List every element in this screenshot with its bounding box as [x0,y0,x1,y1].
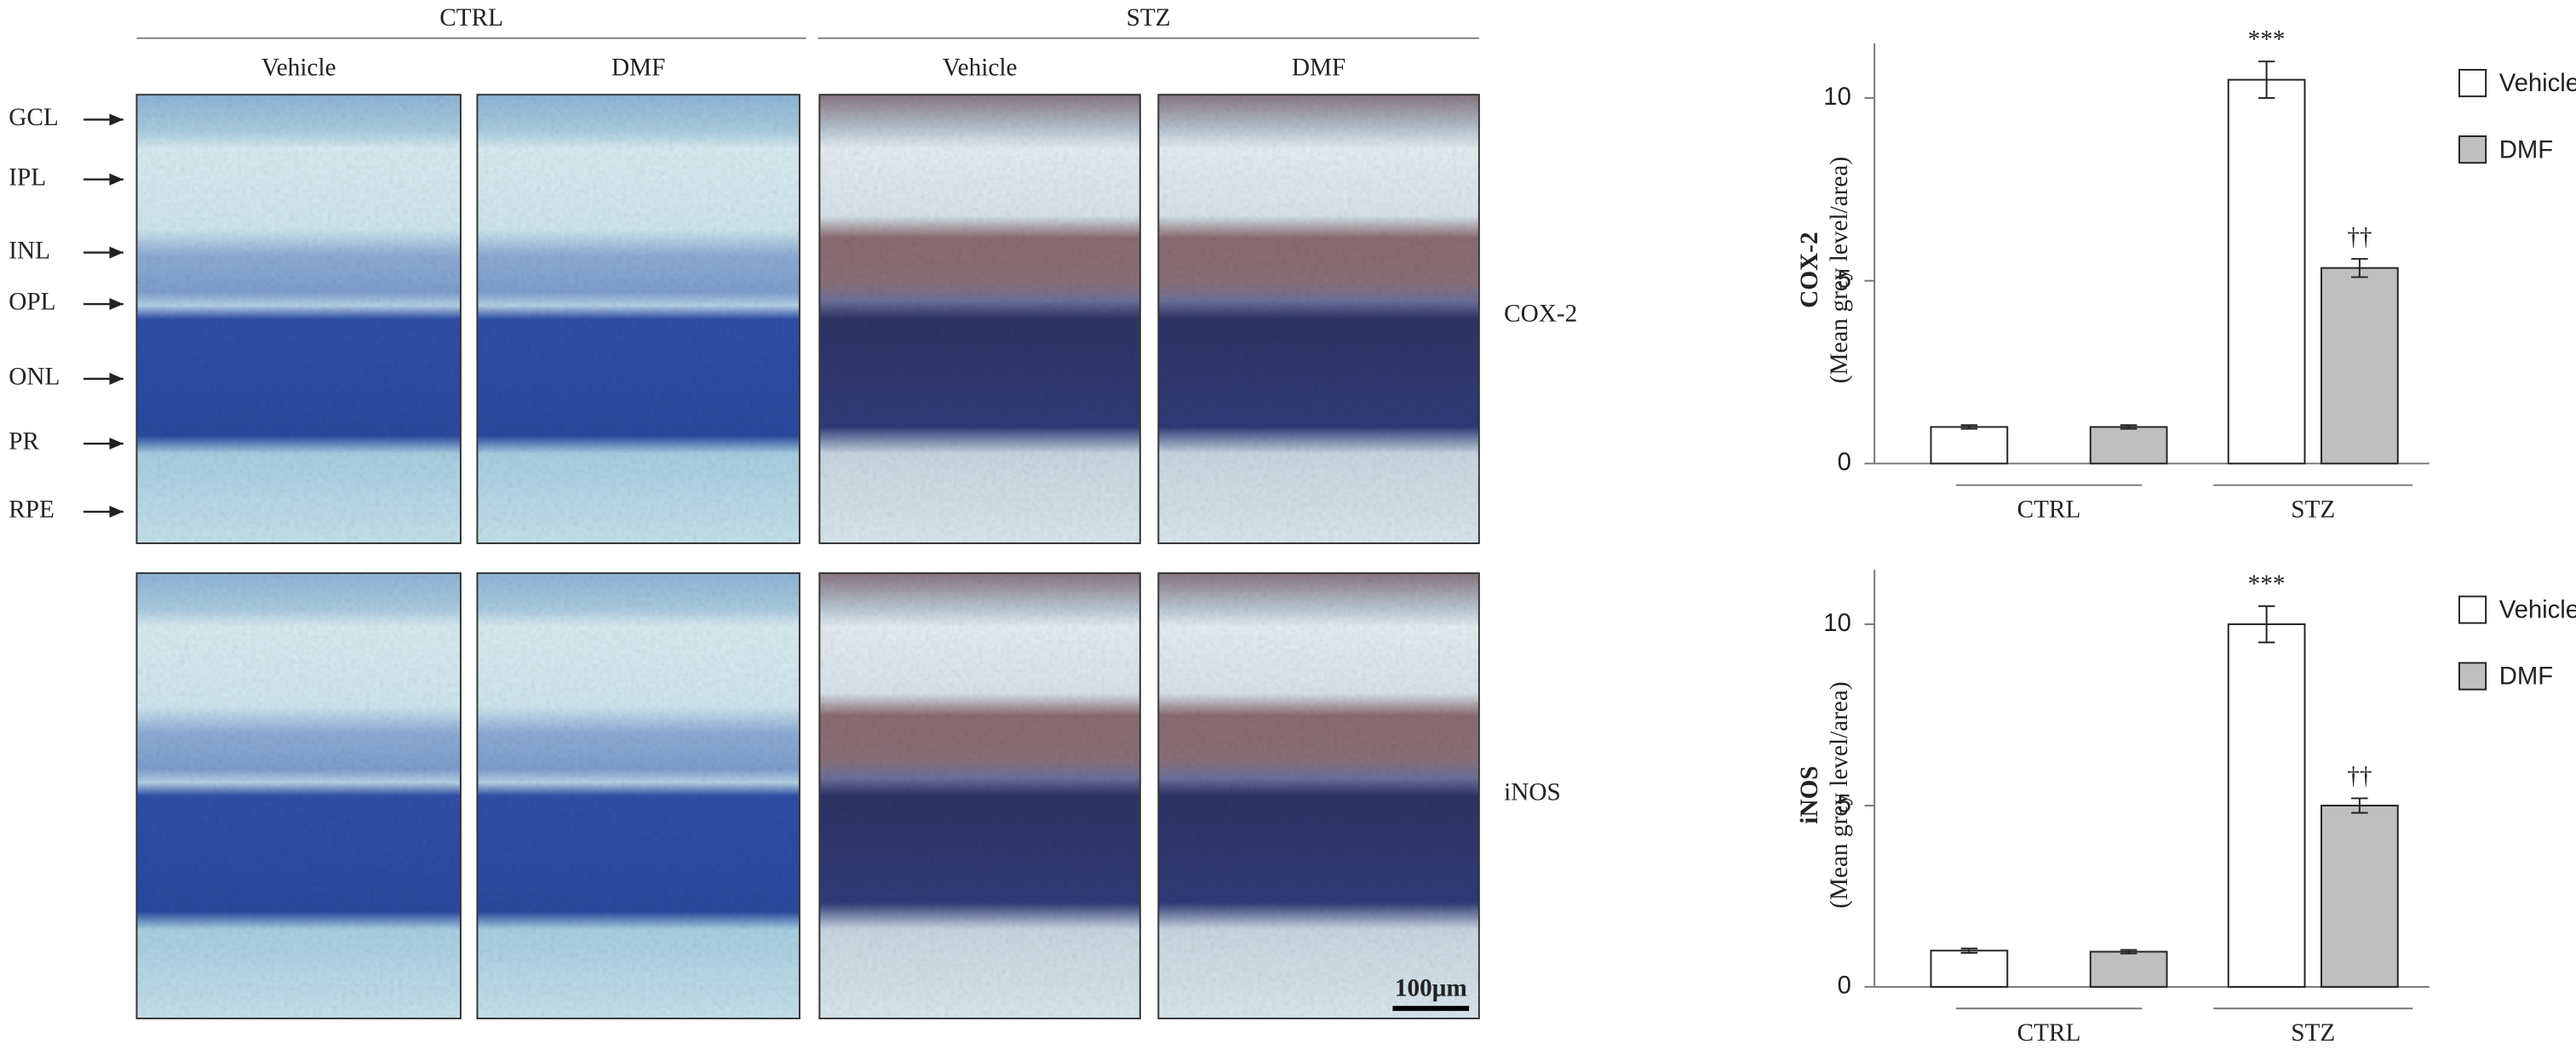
error-bar [2120,424,2137,430]
legend-label: Vehicle [2499,597,2576,624]
legend-label: DMF [2499,663,2553,691]
bar [2321,267,2399,465]
micrograph-frame [135,94,462,544]
bar [1930,950,2009,988]
error-bar [1960,424,1978,430]
scale-bar-label: 100μm [1395,974,1467,1001]
micrograph-frame [1157,572,1480,1019]
micrograph-frame [818,94,1141,544]
error-bar [2120,949,2137,955]
micrograph-texture [477,95,800,543]
micrograph-texture [819,573,1140,1018]
significance-marker: †† [2347,223,2372,250]
layer-label: OPL [9,289,55,316]
bar [2089,426,2168,465]
row-label: iNOS [1504,778,1561,806]
error-bar [1960,947,1978,954]
error-bar [2351,257,2368,278]
x-tick-label: CTRL [2017,496,2081,524]
bar [2227,78,2306,465]
y-subtitle: (Mean grey level/area) [1826,157,1853,383]
layer-label: RPE [9,496,55,524]
micrograph-texture [477,573,800,1018]
bar [1930,426,2009,465]
micrograph-frame [476,94,800,544]
y-tick-label: 10 [1823,610,1851,637]
y-tick-label: 0 [1838,449,1851,476]
bar [2089,950,2168,988]
legend-swatch [2458,68,2487,98]
error-bar [2258,60,2275,100]
layer-label: GCL [9,104,59,131]
column-label: DMF [1292,55,1345,82]
error-bar [2258,605,2275,644]
error-bar [2351,797,2368,814]
bar [2227,623,2306,988]
significance-marker: †† [2347,763,2372,790]
micrograph-texture [1158,573,1479,1018]
y-tick-label: 5 [1838,266,1851,293]
micrograph-texture [819,95,1140,543]
y-tick-label: 10 [1823,83,1851,111]
layer-label: IPL [9,164,46,191]
x-tick-label: STZ [2291,1019,2335,1047]
row-label: COX-2 [1504,300,1577,327]
y-tick-label: 5 [1838,791,1851,818]
column-label: DMF [611,55,665,82]
column-label: Vehicle [943,55,1018,82]
legend-label: Vehicle [2499,70,2576,97]
micrograph-frame [1157,94,1480,544]
x-tick-label: STZ [2291,496,2335,524]
significance-marker: *** [2248,26,2286,53]
group-label: CTRL [439,4,503,32]
layer-label: PR [9,428,39,456]
micrograph-frame [135,572,462,1019]
column-label: Vehicle [261,55,336,82]
legend-swatch [2458,595,2487,624]
micrograph-frame [476,572,800,1019]
legend-label: DMF [2499,136,2553,164]
micrograph-frame [818,572,1141,1019]
micrograph-texture [1158,95,1479,543]
bar [2321,804,2399,988]
x-tick-label: CTRL [2017,1019,2081,1047]
legend-swatch [2458,135,2487,164]
y-title: COX-2 [1796,232,1823,307]
micrograph-texture [136,95,461,543]
group-label: STZ [1127,4,1171,32]
y-subtitle: (Mean grey level/area) [1826,681,1853,908]
y-title: iNOS [1796,766,1823,823]
legend-swatch [2458,662,2487,691]
layer-label: INL [9,237,50,264]
significance-marker: *** [2248,571,2286,598]
layer-label: ONL [9,364,60,391]
micrograph-texture [136,573,461,1018]
y-tick-label: 0 [1838,973,1851,1000]
